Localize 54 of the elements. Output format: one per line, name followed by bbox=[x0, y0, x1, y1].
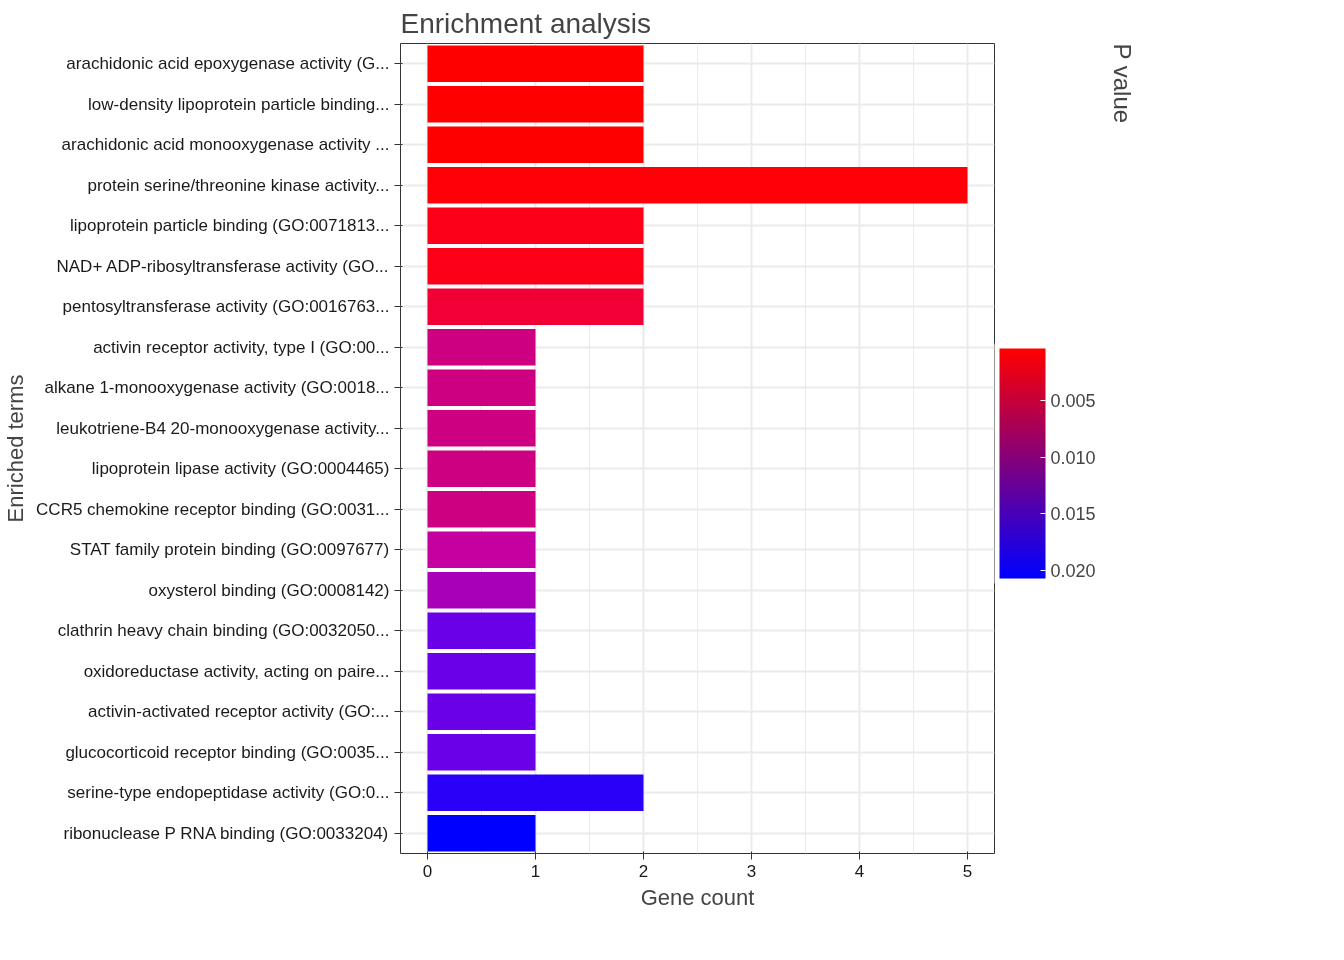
y-tick-label: lipoprotein lipase activity (GO:0004465) bbox=[91, 459, 390, 479]
x-tick-label: 2 bbox=[638, 861, 649, 881]
y-tick-label: alkane 1-monooxygenase activity (GO:0018... bbox=[44, 378, 390, 398]
color-bar-label: 0.010 bbox=[1050, 447, 1096, 468]
bar bbox=[427, 410, 536, 447]
y-tick-label: oxidoreductase activity, acting on paire... bbox=[83, 661, 390, 681]
bar bbox=[427, 653, 536, 690]
bar bbox=[427, 86, 644, 123]
bar bbox=[427, 491, 536, 528]
y-tick-label: lipoprotein particle binding (GO:0071813... bbox=[70, 216, 390, 236]
x-tick-label: 5 bbox=[962, 861, 973, 881]
y-tick-label: protein serine/threonine kinase activity... bbox=[87, 175, 390, 195]
y-tick-label: oxysterol binding (GO:0008142) bbox=[148, 580, 390, 600]
x-tick-label: 3 bbox=[746, 861, 757, 881]
bar bbox=[427, 126, 644, 163]
bar bbox=[427, 167, 968, 204]
y-tick-label: serine-type endopeptidase activity (GO:0... bbox=[67, 783, 390, 803]
y-tick-label: glucocorticoid receptor binding (GO:0035... bbox=[65, 742, 390, 762]
bar bbox=[427, 248, 644, 285]
bar bbox=[427, 572, 536, 609]
color-bar-label: 0.005 bbox=[1050, 391, 1096, 412]
color-bar-label: 0.020 bbox=[1050, 561, 1096, 582]
bar bbox=[427, 612, 536, 649]
y-tick-label: arachidonic acid epoxygenase activity (G... bbox=[66, 54, 390, 74]
y-tick-label: ribonuclease P RNA binding (GO:0033204) bbox=[63, 823, 389, 843]
y-tick-label: leukotriene-B4 20-monooxygenase activity... bbox=[56, 418, 390, 438]
y-tick-label: activin-activated receptor activity (GO:... bbox=[88, 702, 390, 722]
x-axis-title: Gene count bbox=[640, 884, 755, 910]
y-tick-label: NAD+ ADP-ribosyltransferase activity (GO... bbox=[56, 256, 389, 276]
x-tick-label: 4 bbox=[854, 861, 865, 881]
bar bbox=[427, 531, 536, 568]
y-axis-title: Enriched terms bbox=[3, 374, 29, 523]
bar bbox=[427, 207, 644, 244]
x-tick-label: 0 bbox=[422, 861, 433, 881]
bar bbox=[427, 815, 536, 852]
bar bbox=[427, 734, 536, 771]
y-tick-label: STAT family protein binding (GO:0097677) bbox=[69, 540, 390, 560]
color-bar-title: P value bbox=[1108, 43, 1136, 124]
bar bbox=[427, 369, 536, 406]
y-tick-label: arachidonic acid monooxygenase activity ... bbox=[61, 135, 390, 155]
y-tick-label: clathrin heavy chain binding (GO:0032050... bbox=[57, 621, 390, 641]
bar bbox=[427, 45, 644, 82]
bar bbox=[427, 288, 644, 325]
y-tick-label: activin receptor activity, type I (GO:00... bbox=[93, 337, 390, 357]
bar bbox=[427, 693, 536, 730]
y-tick-label: pentosyltransferase activity (GO:0016763... bbox=[62, 297, 390, 317]
y-tick-label: low-density lipoprotein particle binding... bbox=[88, 94, 390, 114]
x-tick-label: 1 bbox=[530, 861, 541, 881]
chart-title: Enrichment analysis bbox=[400, 7, 652, 39]
bar bbox=[427, 774, 644, 811]
y-tick-label: CCR5 chemokine receptor binding (GO:0031... bbox=[36, 499, 390, 519]
bar bbox=[427, 329, 536, 366]
bar bbox=[427, 450, 536, 487]
color-bar-label: 0.015 bbox=[1050, 504, 1096, 525]
